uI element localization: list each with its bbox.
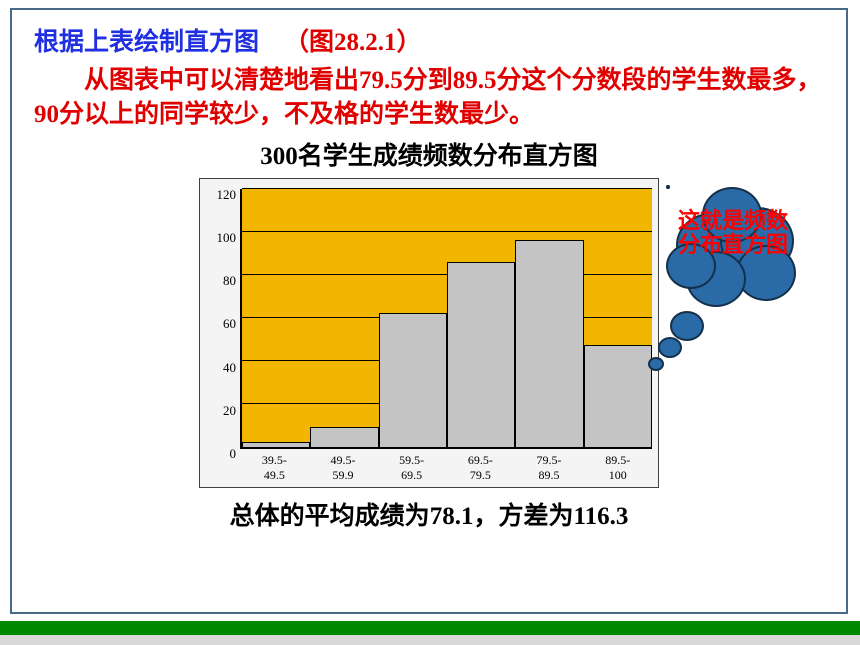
chart-title: 300名学生成绩频数分布直方图 — [34, 136, 824, 172]
x-tick-label: 39.5-49.5 — [240, 453, 309, 483]
summary-variance: 116.3 — [573, 503, 628, 530]
y-axis: 020406080100120 — [206, 189, 240, 449]
bar — [447, 262, 515, 447]
footer-shadow — [0, 635, 860, 645]
x-tick-label: 79.5-89.5 — [515, 453, 584, 483]
bubble-icon — [670, 311, 704, 341]
bubble-icon — [648, 357, 664, 371]
summary-mean: 78.1 — [430, 503, 474, 530]
thought-bubble: 这就是频数分布直方图 — [656, 185, 816, 365]
bar — [310, 427, 378, 446]
x-tick-label: 49.5-59.9 — [309, 453, 378, 483]
x-tick-label: 89.5-100 — [583, 453, 652, 483]
bar — [242, 442, 310, 446]
x-tick-label: 59.5-69.5 — [377, 453, 446, 483]
bar — [515, 240, 583, 446]
footer-green-bar — [0, 621, 860, 635]
heading-red: （图28.2.1） — [284, 29, 422, 56]
callout-text: 这就是频数分布直方图 — [674, 209, 792, 257]
heading-blue: 根据上表绘制直方图 — [34, 29, 259, 56]
bar — [584, 345, 652, 446]
plot-row: 020406080100120 — [206, 189, 652, 449]
summary-line: 总体的平均成绩为78.1，方差为116.3 — [34, 496, 824, 532]
histogram-chart: 020406080100120 39.5-49.549.5-59.959.5-6… — [199, 178, 659, 488]
description-paragraph: 从图表中可以清楚地看出79.5分到89.5分这个分数段的学生数最多，90分以上的… — [34, 64, 824, 132]
summary-mid: ，方差为 — [473, 503, 573, 530]
x-tick-label: 69.5-79.5 — [446, 453, 515, 483]
bubble-icon — [658, 337, 682, 358]
x-axis: 39.5-49.549.5-59.959.5-69.569.5-79.579.5… — [240, 449, 652, 483]
summary-prefix: 总体的平均成绩为 — [230, 503, 430, 530]
slide-container: 根据上表绘制直方图 （图28.2.1） 从图表中可以清楚地看出79.5分到89.… — [10, 8, 848, 614]
heading-line: 根据上表绘制直方图 （图28.2.1） — [34, 22, 824, 58]
bars-container — [242, 189, 652, 447]
plot-area — [240, 189, 652, 449]
bar — [379, 313, 447, 446]
